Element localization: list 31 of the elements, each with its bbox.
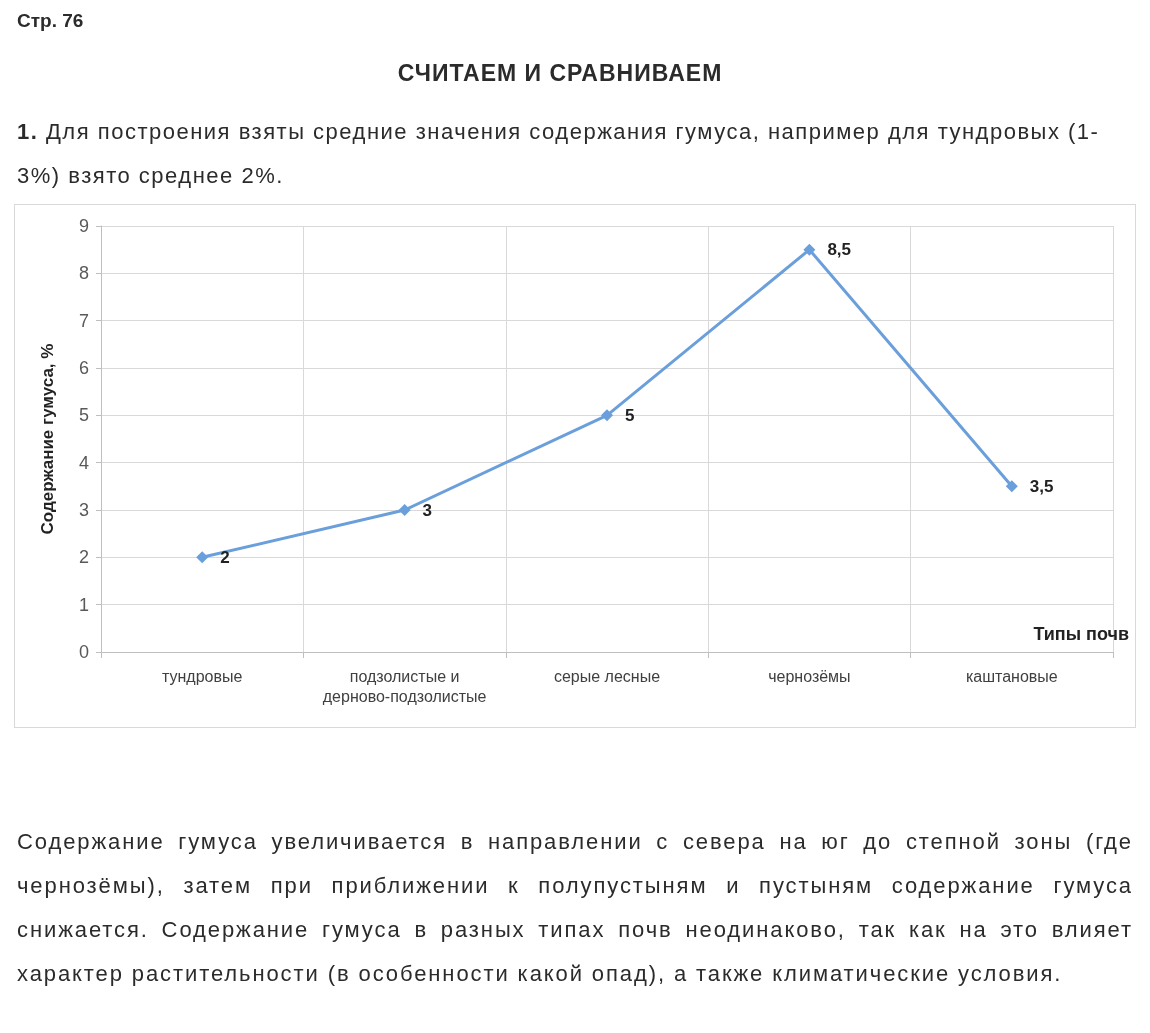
y-tick-label: 1 — [78, 594, 89, 615]
data-label: 8,5 — [827, 240, 852, 260]
text: Содержание гумуса увеличивается в направлении с севера на юг до степной зоны (где чернозёмы), затем при приближении к полупустыням и пустыням содержание гумуса снижается. Содержание гумуса в разных типах почв неодинаково, так как на это влияет характер растительности (в особенности какой опад), а также климатические условия. — [17, 828, 1133, 988]
x-axis-title: Типы почв — [1033, 624, 1129, 644]
x-tick-label: чернозёмы — [768, 667, 851, 685]
point — [803, 243, 816, 256]
y-axis-title: Содержание гумуса, % — [38, 343, 57, 535]
y-tick-label: 5 — [78, 405, 89, 426]
point — [601, 409, 613, 422]
y-tick-label: 7 — [78, 310, 89, 331]
y-tick-label: 9 — [78, 216, 89, 236]
point — [196, 551, 209, 564]
chart-subtitle: 1. Для построения взяты средние значения содержания гумуса, например для тундровых (1-3%) взято среднее 2%. — [17, 119, 1100, 188]
data-label: 2 — [220, 547, 230, 567]
text: Стр. 76 — [17, 10, 84, 32]
x-tick-label: тундровые — [162, 667, 243, 685]
data-label: 3 — [422, 500, 433, 520]
x-tick-label: подзолистые и дерново-подзолистые — [322, 667, 487, 705]
point — [398, 504, 411, 516]
y-tick-label: 8 — [78, 263, 89, 284]
y-tick-label: 0 — [78, 642, 89, 662]
y-tick-label: 6 — [78, 358, 89, 378]
y-tick-label: 3 — [78, 500, 89, 520]
point — [1005, 480, 1018, 493]
y-tick-label: 4 — [78, 452, 89, 473]
y-tick-label: 2 — [78, 547, 89, 568]
chart-title: СЧИТАЕМ И СРАВНИВАЕМ — [396, 60, 724, 87]
data-label: 5 — [625, 405, 635, 425]
data-label: 3,5 — [1029, 476, 1054, 496]
x-tick-label: каштановые — [965, 667, 1058, 685]
x-tick-label: серые лесные — [553, 667, 661, 685]
